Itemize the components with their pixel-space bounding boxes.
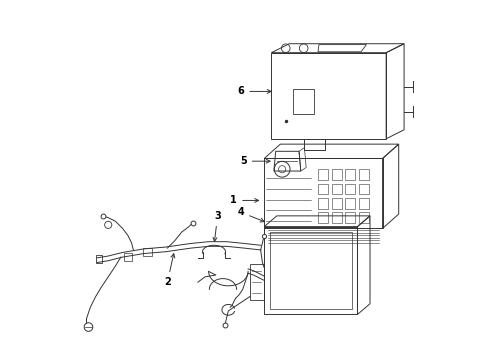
Bar [317, 184, 327, 194]
Bar [96, 255, 102, 263]
Text: 3: 3 [213, 211, 221, 242]
Bar [317, 169, 327, 180]
Bar [358, 198, 368, 209]
Bar [331, 212, 341, 223]
Bar [358, 169, 368, 180]
Text: 6: 6 [237, 86, 270, 96]
Bar [358, 212, 368, 223]
Bar [317, 212, 327, 223]
Bar [143, 248, 152, 256]
Bar [317, 198, 327, 209]
Text: 5: 5 [240, 156, 269, 166]
Bar [345, 184, 355, 194]
Bar [123, 253, 132, 261]
Bar [331, 198, 341, 209]
Bar [331, 184, 341, 194]
Text: 2: 2 [163, 254, 174, 287]
Bar [331, 169, 341, 180]
Bar [345, 198, 355, 209]
Bar [345, 212, 355, 223]
Bar [358, 184, 368, 194]
Text: 4: 4 [237, 207, 264, 222]
Bar [292, 89, 314, 114]
Bar [345, 169, 355, 180]
Bar [269, 232, 351, 309]
Text: 1: 1 [230, 195, 258, 206]
